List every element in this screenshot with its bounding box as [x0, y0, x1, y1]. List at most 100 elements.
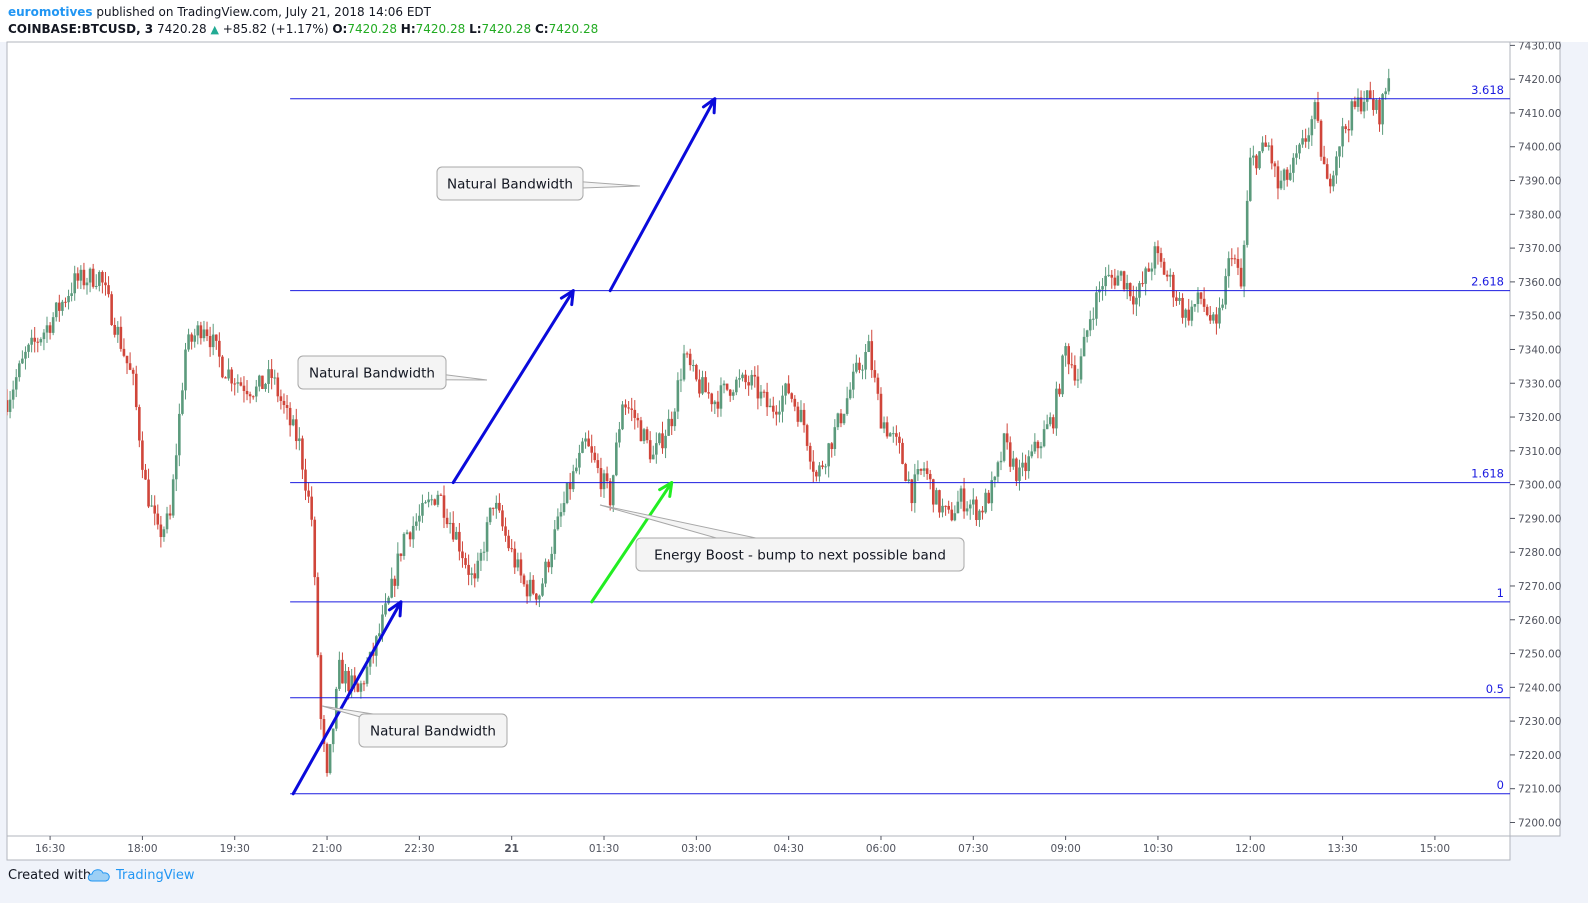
candle-body [276, 377, 280, 397]
candle-body [793, 398, 797, 407]
candle-body [1347, 129, 1351, 131]
candle-body [1276, 166, 1280, 189]
candle-body [119, 326, 123, 349]
candle-body [547, 561, 550, 568]
price-tick-label: 7400.00 [1518, 142, 1561, 154]
callout-text: Natural Bandwidth [447, 177, 573, 193]
candle-body [1313, 102, 1317, 120]
candle-body [1341, 126, 1344, 147]
candle-body [436, 494, 440, 505]
candle-body [365, 666, 369, 684]
tradingview-cloud-icon[interactable] [86, 866, 112, 884]
fib-level-label: 2.618 [1471, 275, 1504, 289]
candle-body [267, 369, 270, 384]
candle-body [753, 374, 757, 377]
candle-body [750, 374, 754, 386]
candle-body [784, 383, 787, 396]
candle-body [181, 390, 184, 414]
candle-body [282, 400, 286, 406]
ohlc-line: COINBASE:BTCUSD, 3 7420.28 ▲ +85.82 (+1.… [8, 22, 598, 36]
candle-body [294, 419, 298, 442]
candle-body [965, 508, 969, 512]
candle-body [21, 358, 24, 364]
candle-body [1085, 330, 1089, 337]
candle-body [1048, 417, 1052, 425]
candle-body [193, 335, 197, 342]
candle-body [775, 411, 778, 415]
candle-body [713, 401, 717, 405]
candle-body [1110, 274, 1114, 278]
candle-body [1104, 275, 1107, 287]
candle-body [464, 558, 467, 565]
candle-body [787, 383, 790, 394]
candle-body [968, 504, 972, 509]
candle-body [913, 474, 917, 504]
author-name[interactable]: euromotives [8, 5, 93, 19]
candle-body [470, 573, 473, 575]
candle-body [972, 499, 975, 505]
candle-body [513, 548, 517, 568]
candle-body [528, 579, 532, 597]
time-tick-label: 21:00 [312, 843, 342, 855]
candle-body [162, 529, 166, 538]
candle-body [1159, 253, 1163, 262]
time-tick-label: 15:00 [1420, 843, 1450, 855]
price-tick-label: 7350.00 [1518, 311, 1561, 323]
candle-body [1064, 346, 1067, 356]
candle-body [882, 422, 886, 429]
candle-body [531, 579, 535, 594]
candle-body [1172, 274, 1175, 298]
candle-body [1356, 97, 1360, 107]
candle-body [498, 502, 501, 511]
price-tick-label: 7300.00 [1518, 480, 1561, 492]
candle-body [411, 525, 415, 540]
candle-body [1002, 433, 1006, 461]
time-tick-label: 21 [504, 843, 519, 855]
candle-body [230, 369, 233, 384]
candle-body [1307, 135, 1311, 142]
candle-body [535, 593, 538, 600]
candle-body [710, 393, 714, 405]
candle-body [544, 561, 547, 584]
candle-body [1384, 91, 1387, 95]
candle-body [325, 743, 329, 774]
candle-body [347, 670, 350, 692]
candle-body [116, 326, 120, 335]
candle-body [999, 460, 1003, 463]
candle-body [144, 469, 147, 480]
candle-body [1353, 101, 1357, 107]
time-tick-label: 22:30 [404, 843, 434, 855]
candle-body [291, 419, 295, 426]
candle-body [593, 452, 597, 461]
candle-body [762, 391, 766, 393]
candle-body [1375, 99, 1378, 110]
candle-body [618, 429, 621, 443]
candle-body [1365, 90, 1369, 102]
candle-body [8, 399, 12, 412]
candle-body [956, 501, 960, 514]
candle-body [30, 337, 33, 345]
callout-join [371, 366, 390, 379]
candle-body [1073, 365, 1077, 381]
candle-body [485, 522, 489, 552]
candle-body [48, 325, 52, 333]
candle-body [1215, 314, 1218, 324]
candle-body [556, 516, 560, 530]
candle-body [725, 383, 729, 390]
candle-body [33, 337, 36, 342]
candle-body [842, 413, 846, 424]
candle-body [125, 355, 129, 364]
tradingview-brand-link[interactable]: TradingView [116, 868, 195, 883]
candle-body [313, 519, 317, 578]
time-tick-label: 19:30 [220, 843, 250, 855]
candle-body [273, 377, 277, 379]
candle-body [1101, 286, 1104, 290]
price-tick-label: 7200.00 [1518, 817, 1561, 829]
candle-body [1298, 144, 1301, 154]
candle-body [1199, 292, 1203, 299]
candle-body [565, 483, 569, 503]
candle-body [14, 377, 18, 390]
candle-body [645, 429, 649, 441]
blue-arrowhead [701, 97, 717, 115]
